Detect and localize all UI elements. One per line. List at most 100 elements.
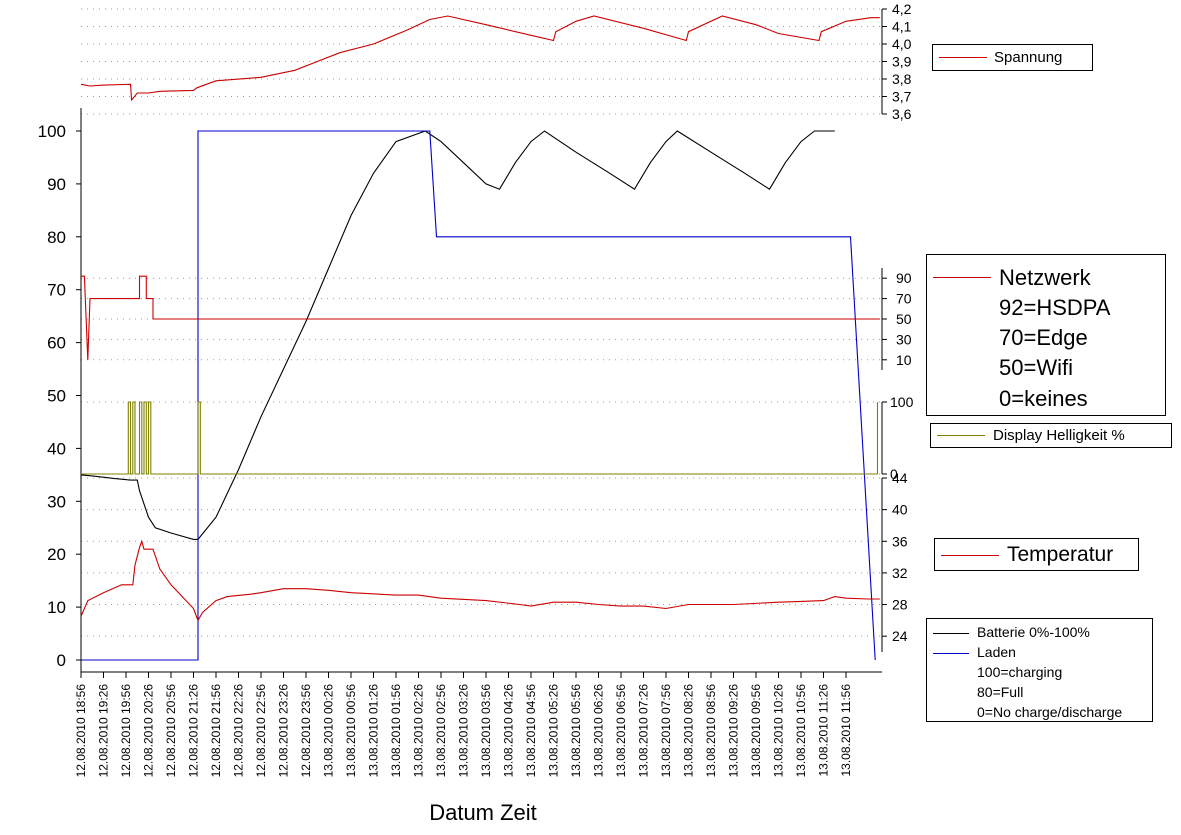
spannung-y-tick-label: 4,0 xyxy=(892,36,912,52)
main-y-tick-label: 40 xyxy=(47,439,66,458)
spannung-y-tick-label: 4,2 xyxy=(892,1,912,17)
legend-swatch-spannung xyxy=(939,57,987,58)
spannung-y-tick-label: 3,6 xyxy=(892,106,912,122)
x-tick-label: 12.08.2010 22:56 xyxy=(254,684,268,778)
legend-netzwerk: Netzwerk 92=HSDPA 70=Edge 50=Wifi 0=kein… xyxy=(926,254,1166,416)
legend-swatch-helligkeit xyxy=(937,435,985,436)
temperatur-y-tick-label: 40 xyxy=(892,502,908,518)
x-tick-label: 13.08.2010 10:26 xyxy=(772,684,786,778)
temperatur-y-tick-label: 36 xyxy=(892,533,908,549)
legend-label-laden: Laden xyxy=(977,644,1016,660)
legend-note-full: 80=Full xyxy=(977,684,1024,700)
x-tick-label: 12.08.2010 23:56 xyxy=(299,684,313,778)
series-line-spannung xyxy=(80,15,880,102)
temperatur-y-tick-label: 28 xyxy=(892,597,908,613)
series-line-display-helligkeit- xyxy=(81,401,879,475)
legend-swatch-temperatur xyxy=(941,555,999,556)
legend-note-nocharge: 0=No charge/discharge xyxy=(977,704,1123,720)
x-tick-label: 13.08.2010 06:56 xyxy=(614,684,628,778)
spannung-y-tick-label: 3,9 xyxy=(892,54,912,70)
x-tick-label: 13.08.2010 00:26 xyxy=(322,684,336,778)
x-tick-label: 13.08.2010 02:26 xyxy=(412,684,426,778)
legend-swatch-batterie xyxy=(933,633,969,634)
x-axis-label: Datum Zeit xyxy=(429,800,537,825)
x-tick-label: 13.08.2010 05:56 xyxy=(569,684,583,778)
legend-note-edge: 70=Edge xyxy=(999,325,1088,350)
netzwerk-y-tick-label: 50 xyxy=(896,311,912,327)
x-tick-label: 13.08.2010 02:56 xyxy=(434,684,448,778)
x-tick-label: 13.08.2010 07:56 xyxy=(659,684,673,778)
grid-lines xyxy=(81,8,882,637)
x-tick-label: 13.08.2010 01:56 xyxy=(389,684,403,778)
netzwerk-y-tick-label: 10 xyxy=(896,352,912,368)
spannung-y-tick-label: 3,8 xyxy=(892,71,912,87)
legend-label-temperatur: Temperatur xyxy=(1007,543,1114,566)
main-y-tick-label: 0 xyxy=(57,651,66,670)
netzwerk-y-tick-label: 30 xyxy=(896,331,912,347)
series-line-batterie-0-100- xyxy=(80,130,835,540)
temperatur-y-tick-label: 24 xyxy=(892,628,908,644)
main-y-tick-label: 90 xyxy=(47,175,66,194)
legend-swatch-netzwerk xyxy=(933,277,991,278)
spannung-y-tick-label: 3,7 xyxy=(892,89,912,105)
x-tick-label: 13.08.2010 00:56 xyxy=(344,684,358,778)
x-tick-label: 13.08.2010 11:56 xyxy=(839,684,853,777)
x-tick-label: 13.08.2010 03:56 xyxy=(479,684,493,778)
x-tick-label: 13.08.2010 10:56 xyxy=(794,684,808,778)
legend-note-wifi: 50=Wifi xyxy=(999,355,1073,380)
legend-helligkeit: Display Helligkeit % xyxy=(930,423,1172,448)
x-tick-label: 13.08.2010 04:26 xyxy=(502,684,516,778)
x-tick-label: 13.08.2010 04:56 xyxy=(524,684,538,778)
x-tick-label: 12.08.2010 20:56 xyxy=(164,684,178,778)
x-tick-label: 12.08.2010 18:56 xyxy=(74,684,88,778)
series-lines xyxy=(80,15,880,661)
series-line-netzwerk xyxy=(81,275,880,360)
x-tick-label: 13.08.2010 08:26 xyxy=(682,684,696,778)
x-tick-label: 13.08.2010 07:26 xyxy=(637,684,651,778)
x-tick-label: 12.08.2010 23:26 xyxy=(277,684,291,778)
series-line-laden xyxy=(81,130,876,661)
helligkeit-y-tick-label: 0 xyxy=(890,466,898,482)
legend-label-netzwerk: Netzwerk xyxy=(999,265,1091,290)
main-y-tick-label: 50 xyxy=(47,387,66,406)
legend-label-helligkeit: Display Helligkeit % xyxy=(993,427,1125,444)
netzwerk-y-tick-label: 90 xyxy=(896,270,912,286)
netzwerk-y-tick-label: 70 xyxy=(896,291,912,307)
x-tick-label: 13.08.2010 03:26 xyxy=(457,684,471,778)
legend-label-spannung: Spannung xyxy=(994,49,1063,66)
x-tick-label: 12.08.2010 20:26 xyxy=(142,684,156,778)
legend-swatch-laden xyxy=(933,653,969,654)
x-tick-label: 12.08.2010 19:56 xyxy=(119,684,133,778)
x-tick-label: 13.08.2010 06:26 xyxy=(592,684,606,778)
main-y-tick-label: 80 xyxy=(47,228,66,247)
x-tick-label: 13.08.2010 08:56 xyxy=(704,684,718,778)
temperatur-y-tick-label: 32 xyxy=(892,565,908,581)
legend-temperatur: Temperatur xyxy=(934,538,1139,571)
main-y-tick-label: 60 xyxy=(47,334,66,353)
main-y-tick-label: 10 xyxy=(47,598,66,617)
series-line-temperatur xyxy=(80,539,880,622)
helligkeit-y-tick-label: 100 xyxy=(890,394,914,410)
main-y-tick-label: 20 xyxy=(47,545,66,564)
legend-label-batterie: Batterie 0%-100% xyxy=(977,624,1090,640)
main-y-tick-label: 100 xyxy=(38,122,66,141)
tick-labels: 01020304050607080901004,24,14,03,93,83,7… xyxy=(38,1,914,777)
x-tick-label: 12.08.2010 19:26 xyxy=(97,684,111,778)
axes xyxy=(76,8,887,678)
legend-batterie-laden: Batterie 0%-100% Laden 100=charging 80=F… xyxy=(926,618,1153,722)
x-tick-label: 12.08.2010 21:56 xyxy=(209,684,223,778)
x-tick-label: 13.08.2010 09:56 xyxy=(749,684,763,778)
x-tick-label: 13.08.2010 11:26 xyxy=(817,684,831,777)
legend-note-charging: 100=charging xyxy=(977,664,1063,680)
legend-note-keines: 0=keines xyxy=(999,386,1088,411)
x-tick-label: 12.08.2010 21:26 xyxy=(187,684,201,778)
main-y-tick-label: 30 xyxy=(47,492,66,511)
main-y-tick-label: 70 xyxy=(47,281,66,300)
legend-spannung: Spannung xyxy=(932,44,1093,71)
x-tick-label: 13.08.2010 05:26 xyxy=(547,684,561,778)
spannung-y-tick-label: 4,1 xyxy=(892,19,912,35)
x-tick-label: 13.08.2010 09:26 xyxy=(727,684,741,778)
x-tick-label: 12.08.2010 22:26 xyxy=(232,684,246,778)
temperatur-y-tick-label: 44 xyxy=(892,470,908,486)
